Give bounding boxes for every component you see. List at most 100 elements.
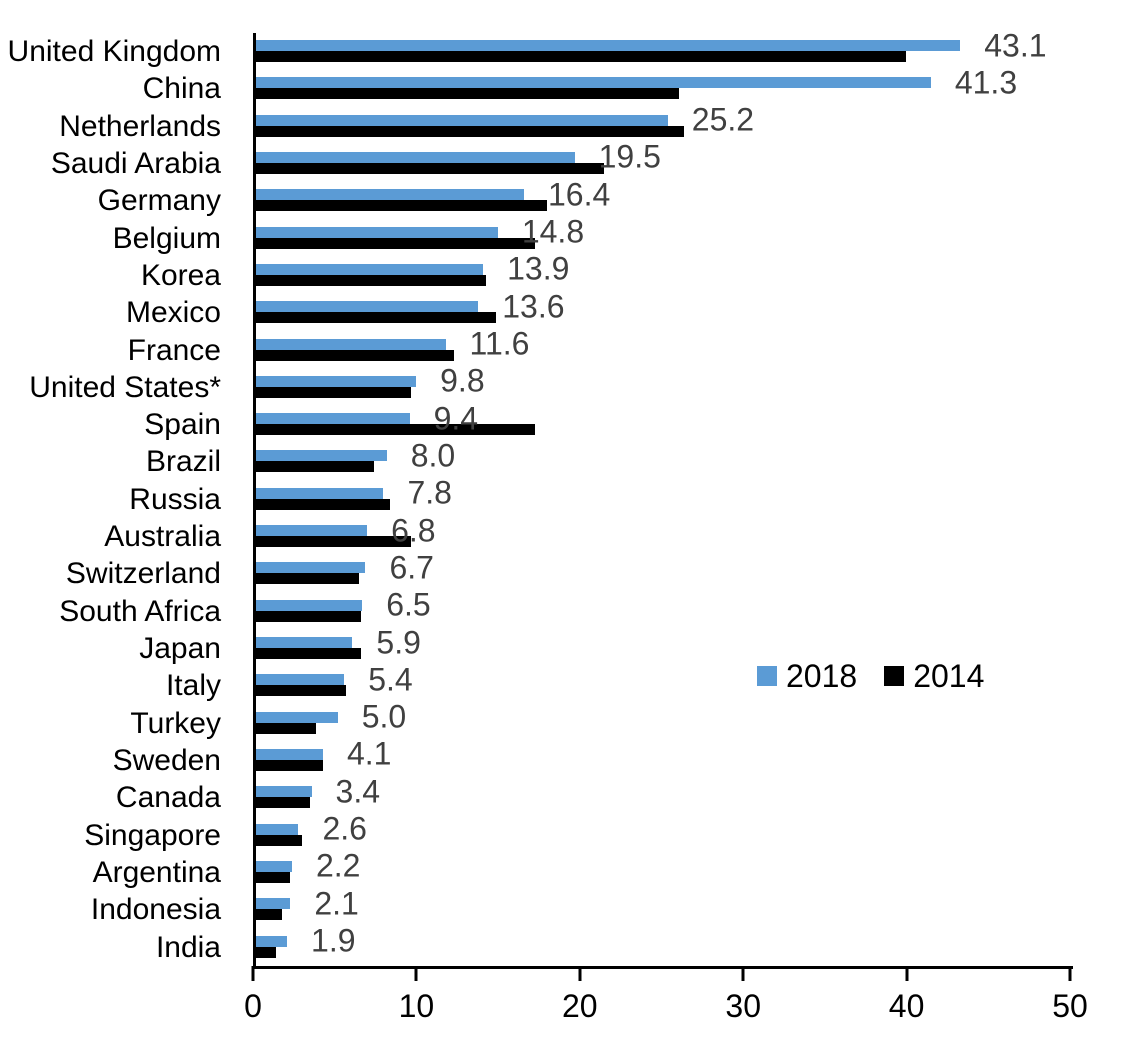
legend-label: 2018 xyxy=(786,658,858,694)
bar-2014 xyxy=(256,461,374,473)
bar-row: 19.5 xyxy=(256,139,1073,182)
bar-row: 13.6 xyxy=(256,288,1073,331)
category-label: United Kingdom xyxy=(7,35,221,68)
value-label: 6.5 xyxy=(386,586,431,623)
category-label: United States* xyxy=(29,370,221,404)
bar-2018 xyxy=(256,674,345,686)
category-label: Mexico xyxy=(125,296,221,330)
value-label: 7.8 xyxy=(407,474,452,511)
bar-2018 xyxy=(256,860,292,872)
bar-2014 xyxy=(256,162,605,174)
bar-row: 2.2 xyxy=(256,848,1073,891)
value-label: 6.7 xyxy=(389,549,434,586)
bar-2018 xyxy=(256,711,338,723)
category-label: Saudi Arabia xyxy=(50,146,221,180)
bar-row: 11.6 xyxy=(256,326,1073,369)
bar-2014 xyxy=(256,386,412,398)
category-label: Italy xyxy=(165,669,221,703)
bar-row: 6.7 xyxy=(256,549,1073,592)
bar-row: 3.4 xyxy=(256,773,1073,816)
value-label: 2.6 xyxy=(322,810,367,847)
category-label: Brazil xyxy=(145,445,221,479)
value-label: 13.6 xyxy=(502,288,565,325)
category-label: India xyxy=(155,930,221,964)
bar-row: 9.4 xyxy=(256,400,1073,443)
bar-2018 xyxy=(256,189,524,201)
x-axis-tick xyxy=(578,966,582,981)
bar-2014 xyxy=(256,498,390,510)
bar-2018 xyxy=(256,151,575,163)
bar-2014 xyxy=(256,424,536,436)
plot-area: 43.1 41.3 25.2 19.5 16.4 14.8 13.9 13.6 11.6 9.8 9… xyxy=(253,27,1073,969)
bar-2014 xyxy=(256,946,276,958)
value-label: 2.1 xyxy=(314,885,359,922)
bar-2018 xyxy=(256,525,368,537)
category-label: Canada xyxy=(115,781,221,815)
x-axis-tick xyxy=(741,966,745,981)
bar-2014 xyxy=(256,648,361,659)
bar-2014 xyxy=(256,51,907,62)
category-label: Russia xyxy=(129,482,221,516)
bar-2014 xyxy=(256,797,310,809)
value-label: 6.8 xyxy=(391,512,436,549)
value-label: 4.1 xyxy=(346,735,392,772)
category-label: Australia xyxy=(104,520,221,554)
bar-2014 xyxy=(256,312,497,324)
value-label: 16.4 xyxy=(547,176,611,213)
value-label: 19.5 xyxy=(598,138,661,175)
bar-row: 14.8 xyxy=(256,214,1073,257)
bar-2018 xyxy=(256,935,288,947)
bar-2014 xyxy=(256,536,412,548)
value-label: 1.9 xyxy=(311,922,356,959)
x-axis-tick-label: 30 xyxy=(725,988,761,1024)
bar-row: 6.8 xyxy=(256,512,1073,555)
x-axis-tick xyxy=(251,966,255,981)
category-label: Netherlands xyxy=(59,109,221,143)
bar-2018 xyxy=(256,898,291,910)
x-axis-ticks xyxy=(251,966,1072,981)
bar-2018 xyxy=(256,786,312,798)
value-label: 13.9 xyxy=(507,250,570,287)
bar-row: 6.5 xyxy=(256,587,1073,630)
category-label: Sweden xyxy=(112,743,221,777)
value-label: 8.0 xyxy=(410,437,456,474)
bar-2014 xyxy=(256,685,346,697)
bar-2018 xyxy=(256,301,479,313)
bar-row: 41.3 xyxy=(256,64,1073,107)
bar-2018 xyxy=(256,748,323,760)
value-label: 3.4 xyxy=(335,773,381,810)
x-axis-tick xyxy=(905,966,909,981)
bar-row: 5.9 xyxy=(256,624,1073,667)
value-label: 11.6 xyxy=(469,325,530,362)
value-label: 14.8 xyxy=(521,213,585,250)
bar-row: 7.8 xyxy=(256,475,1073,518)
category-label: Spain xyxy=(144,408,221,442)
legend-swatch-2014 xyxy=(884,666,905,686)
bar-2014 xyxy=(256,88,680,100)
x-axis-tick-label: 50 xyxy=(1052,988,1088,1024)
bar-row: 13.9 xyxy=(256,251,1073,294)
legend-swatch-2018 xyxy=(757,666,777,686)
bar-2014 xyxy=(256,237,536,249)
bar-row: 5.0 xyxy=(256,699,1073,742)
bar-row: 5.4 xyxy=(256,661,1073,704)
bar-2014 xyxy=(256,834,302,846)
category-label: Korea xyxy=(140,258,221,292)
category-label: Argentina xyxy=(92,855,221,889)
x-axis-tick-label: 10 xyxy=(398,988,435,1024)
x-axis-tick xyxy=(414,966,418,981)
category-label: Japan xyxy=(139,632,221,665)
category-label: Indonesia xyxy=(90,893,221,927)
category-label: France xyxy=(127,333,221,367)
value-label: 2.2 xyxy=(315,847,361,884)
bar-row: 2.1 xyxy=(256,885,1073,928)
legend-item-2014: 2014 xyxy=(884,660,984,692)
bar-2018 xyxy=(256,562,366,574)
category-label: Germany xyxy=(97,184,221,218)
bar-row: 43.1 xyxy=(256,27,1073,70)
category-label: South Africa xyxy=(59,594,221,628)
x-axis-tick xyxy=(1068,966,1072,981)
x-axis-tick-labels: 0 10 20 30 40 50 xyxy=(244,988,1088,1028)
bar-2018 xyxy=(256,338,446,350)
